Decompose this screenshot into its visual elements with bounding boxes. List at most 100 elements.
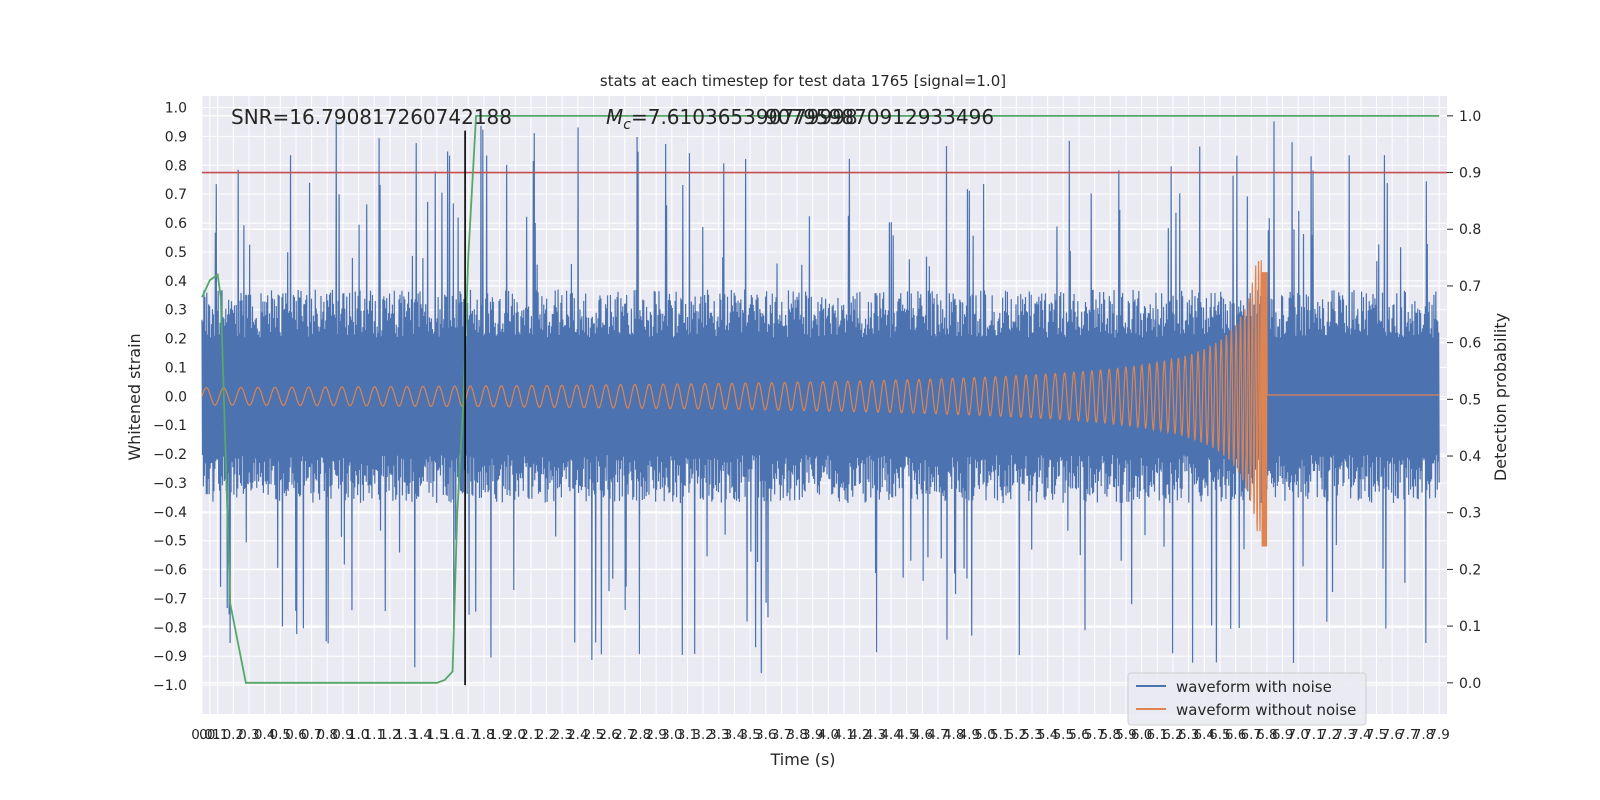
x-tick-label: 1.6 (442, 727, 463, 743)
y2-tick-label: 0.1 (1459, 619, 1481, 635)
x-tick-label: 3.1 (677, 727, 698, 743)
x-tick-label: 2.4 (567, 727, 588, 743)
mc-value: =7.610365390779998 (631, 105, 858, 129)
y-tick-label: −0.3 (153, 476, 187, 492)
x-tick-label: 7.2 (1319, 727, 1340, 743)
x-tick-label: 4.1 (833, 727, 854, 743)
x-tick-label: 6.2 (1162, 727, 1183, 743)
x-tick-label: 5.4 (1037, 727, 1058, 743)
x-tick-label: 6.4 (1194, 727, 1215, 743)
x-tick-label: 5.1 (990, 727, 1011, 743)
mc-subscript: c (623, 117, 631, 133)
y2-axis-label: Detection probability (1491, 313, 1510, 481)
x-tick-label: 0.2 (223, 727, 244, 743)
x-tick-label: 4.6 (912, 727, 933, 743)
x-tick-label: 5.6 (1068, 727, 1089, 743)
x-tick-label: 0.3 (238, 727, 259, 743)
x-tick-label: 7.4 (1350, 727, 1371, 743)
x-tick-label: 1.7 (457, 727, 478, 743)
x-tick-label: 3.0 (661, 727, 682, 743)
x-tick-label: 1.8 (473, 727, 494, 743)
chart-title: stats at each timestep for test data 176… (600, 72, 1006, 90)
x-tick-label: 3.3 (708, 727, 729, 743)
y2-tick-label: 0.0 (1459, 676, 1481, 692)
y-tick-label: 1.0 (165, 101, 187, 117)
mc-annotation: Mc=7.610365390779998 (606, 105, 858, 133)
x-tick-label: 4.9 (959, 727, 980, 743)
x-tick-label: 3.2 (692, 727, 713, 743)
y-tick-label: 0.1 (165, 360, 187, 376)
legend: waveform with noise waveform without noi… (1127, 672, 1367, 726)
x-tick-label: 3.4 (724, 727, 745, 743)
x-tick-label: 5.0 (974, 727, 995, 743)
y-tick-label: −0.5 (153, 534, 187, 550)
x-tick-label: 6.6 (1225, 727, 1246, 743)
x-axis-label: Time (s) (769, 750, 835, 769)
x-tick-label: 4.4 (880, 727, 901, 743)
y2-tick-label: 0.8 (1459, 222, 1481, 238)
y2-tick-label: 0.2 (1459, 562, 1481, 578)
y2-tick-label: 0.4 (1459, 449, 1481, 465)
mc-overlap-annotation: 907959870912933496 (765, 105, 994, 129)
snr-annotation: SNR=16.790817260742188 (231, 105, 512, 129)
x-tick-label: 3.5 (739, 727, 760, 743)
x-tick-label: 7.3 (1334, 727, 1355, 743)
x-tick-label: 0.8 (317, 727, 338, 743)
x-tick-label: 6.1 (1147, 727, 1168, 743)
x-tick-label: 0.1 (207, 727, 228, 743)
y-tick-label: −1.0 (153, 678, 187, 694)
y-tick-label: −0.1 (153, 418, 187, 434)
x-tick-label: 2.2 (536, 727, 557, 743)
y2-tick-label: 0.9 (1459, 166, 1481, 182)
x-tick-label: 3.9 (802, 727, 823, 743)
x-tick-label: 2.7 (614, 727, 635, 743)
x-tick-label: 2.5 (583, 727, 604, 743)
x-tick-label: 7.9 (1428, 727, 1449, 743)
x-tick-label: 5.8 (1100, 727, 1121, 743)
legend-label-clean: waveform without noise (1176, 701, 1356, 719)
y-tick-label: 0.0 (165, 389, 187, 405)
y2-tick-label: 0.6 (1459, 336, 1481, 352)
y2-tick-label: 1.0 (1459, 109, 1481, 125)
x-tick-label: 0.0 (191, 727, 212, 743)
y-tick-label: −0.8 (153, 620, 187, 636)
y-tick-label: 0.4 (165, 274, 187, 290)
x-tick-label: 6.0 (1131, 727, 1152, 743)
x-tick-label: 2.1 (520, 727, 541, 743)
y-tick-label: −0.7 (153, 591, 187, 607)
x-tick-label: 0.7 (301, 727, 322, 743)
x-tick-label: 4.0 (818, 727, 839, 743)
x-tick-label: 0.9 (332, 727, 353, 743)
x-tick-label: 6.5 (1209, 727, 1230, 743)
x-tick-label: 3.7 (771, 727, 792, 743)
x-tick-label: 2.6 (598, 727, 619, 743)
x-tick-label: 1.3 (395, 727, 416, 743)
y-tick-label: 0.6 (165, 216, 187, 232)
x-tick-label: 0.6 (285, 727, 306, 743)
x-tick-label: 1.4 (411, 727, 432, 743)
y-tick-label: 0.9 (165, 129, 187, 145)
x-tick-label: 4.7 (927, 727, 948, 743)
x-tick-label: 2.3 (551, 727, 572, 743)
x-tick-label: 5.3 (1021, 727, 1042, 743)
y2-tick-label: 0.5 (1459, 392, 1481, 408)
y-tick-label: 0.7 (165, 187, 187, 203)
y2-tick-label: 0.3 (1459, 506, 1481, 522)
x-tick-label: 4.8 (943, 727, 964, 743)
y-tick-label: −0.2 (153, 447, 187, 463)
y-tick-label: −0.4 (153, 505, 187, 521)
x-tick-label: 0.1 (199, 727, 220, 743)
x-tick-label: 7.1 (1303, 727, 1324, 743)
x-tick-label: 2.8 (630, 727, 651, 743)
x-tick-label: 7.8 (1413, 727, 1434, 743)
x-tick-label: 2.0 (504, 727, 525, 743)
mc-symbol: M (606, 105, 623, 129)
y-tick-label: 0.5 (165, 245, 187, 261)
x-tick-label: 2.9 (645, 727, 666, 743)
x-tick-label: 1.1 (364, 727, 385, 743)
x-tick-label: 5.7 (1084, 727, 1105, 743)
x-tick-label: 4.2 (849, 727, 870, 743)
x-tick-label: 7.6 (1381, 727, 1402, 743)
x-tick-label: 7.5 (1366, 727, 1387, 743)
